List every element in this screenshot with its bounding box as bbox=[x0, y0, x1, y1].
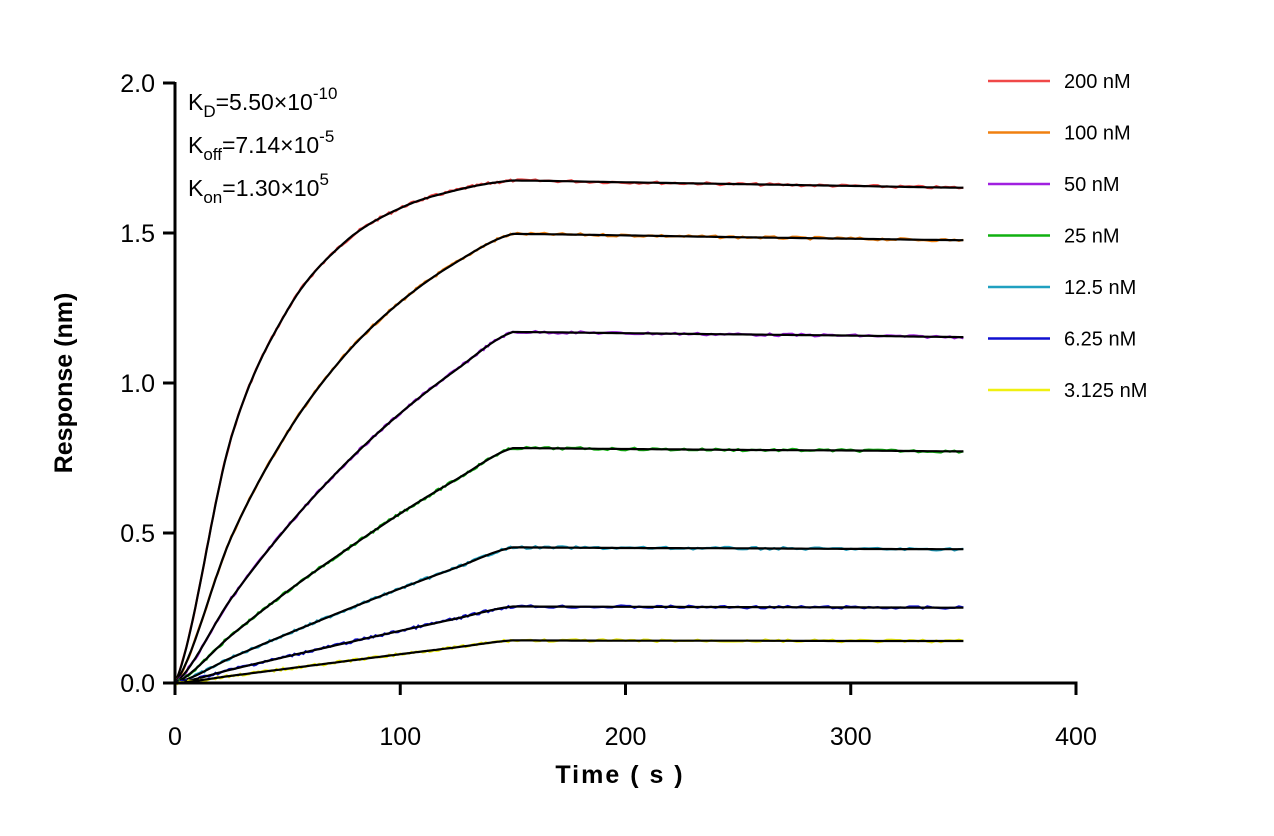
y-tick-label: 0.0 bbox=[120, 670, 155, 698]
fit-line-100-nm bbox=[174, 232, 964, 684]
fit-line-25-nm bbox=[174, 447, 964, 685]
y-axis-title: Response (nm) bbox=[50, 293, 78, 474]
x-tick-label: 100 bbox=[379, 723, 421, 751]
plot-area bbox=[173, 178, 964, 686]
x-tick-label: 300 bbox=[830, 723, 872, 751]
legend-label: 200 nM bbox=[1064, 71, 1131, 93]
x-tick-label: 200 bbox=[605, 723, 647, 751]
kinetic-constant: KD=5.50×10-10 bbox=[188, 84, 337, 121]
y-tick-label: 1.5 bbox=[120, 220, 155, 248]
legend-label: 6.25 nM bbox=[1064, 329, 1136, 351]
x-tick-label: 0 bbox=[168, 723, 182, 751]
axes: 0.0 0.5 1.0 1.5 2.0 0 100 200 300 400 bbox=[120, 70, 1097, 751]
x-axis-title: Time ( s ) bbox=[555, 761, 684, 789]
y-tick-label: 1.0 bbox=[120, 370, 155, 398]
kinetic-constant: Kon=1.30×105 bbox=[188, 170, 329, 207]
legend: 200 nM 100 nM 50 nM 25 nM 12.5 nM 6.25 nM 3.12… bbox=[988, 71, 1147, 402]
data-line-12-5-nm bbox=[174, 544, 964, 685]
kinetic-constants-annotation: KD=5.50×10-10 Koff=7.14×10-5 Kon=1.30×105 bbox=[188, 84, 337, 207]
data-line-3-125-nm bbox=[174, 638, 964, 686]
data-line-25-nm bbox=[175, 445, 964, 685]
fit-line-200-nm bbox=[173, 179, 964, 684]
data-line-6-25-nm bbox=[174, 604, 964, 685]
fit-line-3-125-nm bbox=[174, 639, 964, 685]
fit-line-12-5-nm bbox=[174, 546, 964, 685]
legend-label: 100 nM bbox=[1064, 123, 1131, 145]
fit-line-50-nm bbox=[174, 330, 964, 684]
legend-label: 12.5 nM bbox=[1064, 277, 1136, 299]
y-tick-label: 2.0 bbox=[120, 70, 155, 98]
fit-line-6-25-nm bbox=[174, 605, 964, 685]
legend-label: 3.125 nM bbox=[1064, 380, 1147, 402]
legend-label: 25 nM bbox=[1064, 226, 1120, 248]
legend-label: 50 nM bbox=[1064, 174, 1120, 196]
y-tick-label: 0.5 bbox=[120, 520, 155, 548]
x-tick-label: 400 bbox=[1055, 723, 1097, 751]
kinetic-constant: Koff=7.14×10-5 bbox=[188, 127, 334, 164]
